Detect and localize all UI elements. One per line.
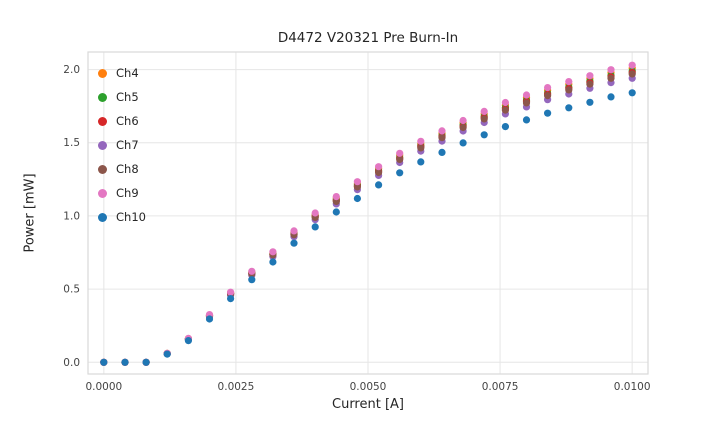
data-point-ch8 [480, 115, 488, 123]
data-point-ch9 [375, 163, 383, 171]
legend-label: Ch10 [116, 210, 146, 224]
data-point-ch8 [353, 183, 361, 191]
data-point-ch10 [227, 295, 235, 303]
legend-item-ch9: Ch9 [98, 181, 146, 205]
data-point-ch10 [522, 116, 531, 124]
y-tick-label: 0.0 [63, 357, 80, 369]
legend-marker-ch9 [98, 188, 107, 198]
legend-item-ch7: Ch7 [98, 133, 146, 157]
data-point-ch10 [311, 223, 319, 231]
y-tick-label: 0.5 [63, 284, 80, 296]
legend-label: Ch7 [116, 138, 139, 152]
data-point-ch10 [544, 109, 552, 117]
chart-title: D4472 V20321 Pre Burn-In [277, 30, 459, 46]
data-point-ch10 [142, 358, 150, 366]
legend-marker-ch6 [98, 116, 107, 126]
data-point-ch9 [459, 116, 467, 125]
data-point-ch9 [586, 72, 594, 80]
legend-item-ch10: Ch10 [98, 205, 146, 229]
data-point-ch10 [417, 158, 425, 166]
y-tick-label: 1.0 [63, 210, 80, 222]
data-point-ch10 [121, 358, 129, 366]
y-tick-label: 1.5 [63, 137, 80, 149]
data-point-ch10 [565, 104, 573, 112]
data-point-ch10 [100, 358, 108, 366]
data-point-ch10 [586, 98, 594, 106]
data-point-ch10 [628, 89, 636, 97]
data-point-ch10 [459, 139, 467, 147]
data-point-ch8 [438, 134, 446, 142]
data-point-ch8 [565, 86, 573, 94]
data-point-ch8 [586, 80, 594, 88]
x-tick-label: 0.0075 [482, 381, 519, 393]
data-point-ch9 [417, 137, 425, 145]
data-point-ch9 [544, 84, 552, 92]
data-point-ch8 [375, 168, 383, 177]
data-point-ch10 [163, 350, 171, 358]
data-point-ch8 [396, 155, 404, 163]
legend-label: Ch9 [116, 186, 139, 200]
data-point-ch9 [311, 209, 319, 217]
data-point-ch10 [269, 258, 277, 266]
legend-label: Ch4 [116, 66, 139, 80]
data-point-ch9 [396, 149, 404, 157]
data-point-ch9 [628, 61, 636, 69]
data-point-ch10 [438, 148, 446, 156]
data-point-ch9 [522, 91, 531, 99]
data-point-ch10 [501, 123, 509, 131]
data-point-ch8 [522, 99, 531, 107]
data-point-ch10 [205, 315, 214, 323]
data-point-ch10 [607, 93, 615, 101]
legend-item-ch6: Ch6 [98, 109, 146, 133]
data-point-ch9 [501, 98, 509, 107]
legend-item-ch4: Ch4 [98, 61, 146, 85]
y-tick-label: 2.0 [63, 64, 80, 76]
data-point-ch10 [184, 337, 192, 345]
data-point-ch9 [290, 227, 298, 235]
data-point-ch9 [269, 248, 277, 256]
data-point-ch10 [290, 239, 298, 247]
data-point-ch10 [248, 276, 256, 284]
legend-label: Ch8 [116, 162, 139, 176]
data-point-ch8 [544, 92, 552, 100]
data-point-ch9 [227, 288, 235, 296]
data-point-ch8 [501, 106, 509, 114]
data-point-ch10 [375, 181, 383, 189]
data-point-ch9 [438, 127, 446, 135]
data-point-ch9 [607, 66, 615, 74]
data-point-ch9 [353, 178, 361, 186]
data-point-ch9 [480, 107, 488, 115]
y-axis-label: Power [mW] [22, 173, 38, 253]
data-point-ch10 [353, 194, 361, 203]
x-tick-label: 0.0000 [85, 381, 122, 393]
legend-label: Ch6 [116, 114, 139, 128]
legend-marker-ch4 [98, 68, 107, 78]
x-tick-label: 0.0100 [614, 381, 651, 393]
legend-marker-ch8 [98, 164, 107, 174]
legend-marker-ch5 [98, 92, 107, 102]
data-point-ch8 [607, 74, 615, 82]
data-point-ch9 [248, 267, 256, 275]
x-tick-label: 0.0050 [350, 381, 387, 393]
data-point-ch10 [396, 169, 404, 177]
data-point-ch10 [480, 131, 488, 139]
data-point-ch10 [332, 208, 340, 216]
x-axis-label: Current [A] [332, 397, 404, 412]
legend-label: Ch5 [116, 90, 139, 104]
data-point-ch8 [459, 123, 467, 132]
legend: Ch4 Ch5 Ch6 Ch7 Ch8 Ch9 Ch10 [98, 61, 146, 229]
x-tick-label: 0.0025 [218, 381, 255, 393]
data-point-ch9 [565, 78, 573, 86]
legend-marker-ch10 [98, 212, 107, 222]
data-point-ch8 [628, 70, 636, 78]
legend-marker-ch7 [98, 140, 107, 150]
data-point-ch8 [417, 144, 425, 152]
legend-item-ch8: Ch8 [98, 157, 146, 181]
plot-area [87, 51, 649, 375]
legend-item-ch5: Ch5 [98, 85, 146, 109]
data-point-ch9 [332, 193, 340, 201]
